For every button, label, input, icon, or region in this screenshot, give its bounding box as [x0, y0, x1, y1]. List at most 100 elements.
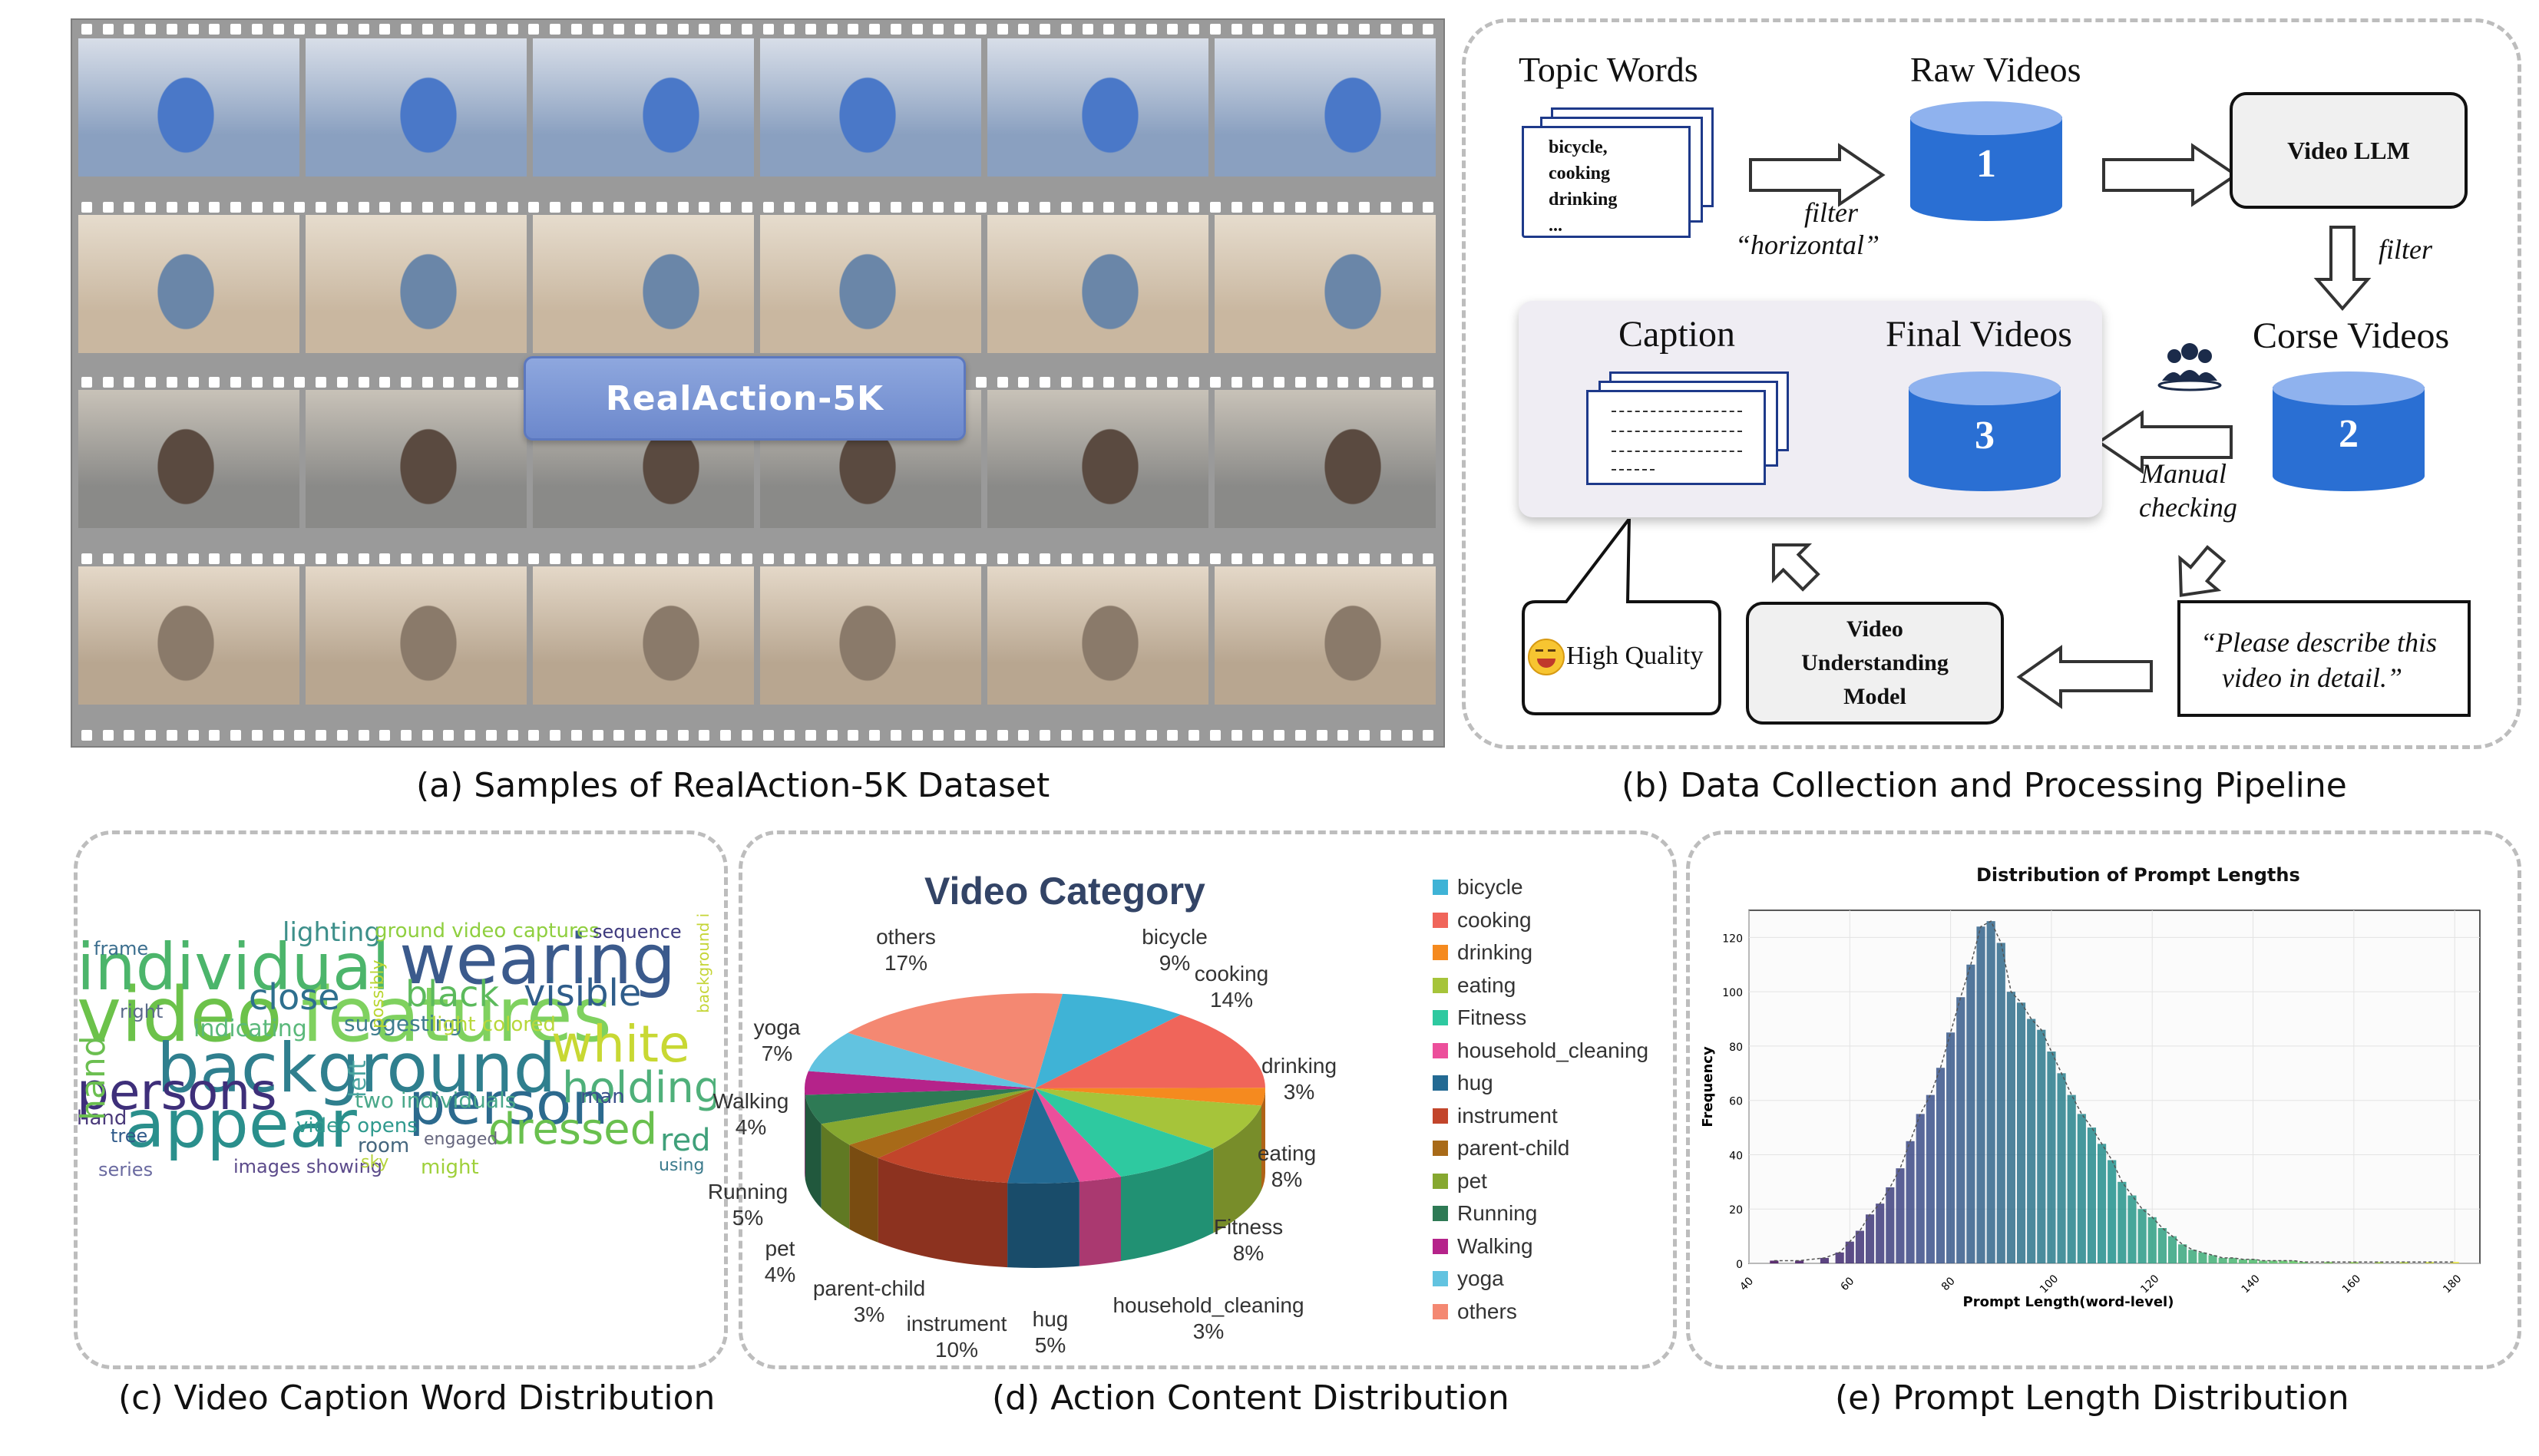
sprocket-hole: [1423, 553, 1434, 564]
sprocket-hole: [209, 553, 220, 564]
y-tick-label: 100: [1722, 987, 1743, 999]
sprocket-hole: [805, 24, 816, 35]
video-understanding-model-box: Video Understanding Model: [1746, 602, 2004, 725]
sprocket-hole: [1231, 202, 1242, 213]
histogram-panel: [1686, 830, 2521, 1369]
sprocket-hole: [273, 553, 284, 564]
sprocket-hole: [656, 553, 667, 564]
sprocket-hole: [1146, 553, 1157, 564]
sprocket-hole: [1209, 730, 1221, 741]
histogram-bar: [2238, 1259, 2248, 1263]
sprocket-hole: [1040, 202, 1051, 213]
sprocket-hole: [570, 202, 582, 213]
sprocket-hole: [124, 377, 135, 388]
sprocket-hole: [294, 730, 306, 741]
pie-label: cooking 14%: [1194, 962, 1269, 1012]
pie-slice: [1035, 1088, 1265, 1106]
sprocket-hole: [485, 202, 497, 213]
sprocket-hole: [273, 202, 284, 213]
legend-swatch: [1433, 1271, 1448, 1286]
legend-label: Walking: [1457, 1233, 1533, 1258]
db-cylinder-top: [1910, 101, 2062, 135]
sprocket-hole: [464, 202, 476, 213]
sprocket-hole: [933, 730, 944, 741]
histogram-chart: 0 20 40 60 80 100 120 40 60 80 100 120 140 160 180 Prom…: [1700, 910, 2481, 1310]
sprocket-hole: [1167, 377, 1179, 388]
sprocket-hole: [251, 730, 263, 741]
histogram-bar: [2178, 1244, 2187, 1263]
sprocket-hole: [124, 202, 135, 213]
histogram-bar: [1966, 964, 1975, 1263]
sprocket-hole: [187, 377, 199, 388]
x-tick-label: 100: [2038, 1273, 2061, 1296]
sprocket-hole: [1231, 730, 1242, 741]
cloud-word: video opens: [296, 1114, 418, 1137]
sprocket-hole: [1252, 202, 1264, 213]
sprocket-hole: [528, 24, 540, 35]
legend-item: bicycle: [1433, 875, 1523, 900]
sprocket-hole: [1103, 730, 1115, 741]
sprocket-hole: [187, 553, 199, 564]
sprocket-hole: [1189, 553, 1200, 564]
legend-swatch: [1433, 1075, 1448, 1091]
x-tick-label: 60: [1839, 1275, 1857, 1293]
sprocket-row: [72, 20, 1443, 38]
video-frame: [78, 390, 299, 528]
legend-swatch: [1433, 977, 1448, 993]
sprocket-hole: [294, 377, 306, 388]
sprocket-hole: [869, 24, 881, 35]
cloud-word: light colored: [431, 1013, 556, 1036]
histogram-bar: [1996, 943, 2005, 1263]
sprocket-hole: [890, 24, 901, 35]
sprocket-hole: [1060, 202, 1072, 213]
legend-swatch: [1433, 945, 1448, 960]
sprocket-hole: [699, 202, 710, 213]
sprocket-hole: [741, 202, 752, 213]
sprocket-hole: [316, 730, 327, 741]
pie-panel: [739, 830, 1677, 1369]
pie-slice-side: [849, 1144, 878, 1243]
sprocket-hole: [656, 202, 667, 213]
sprocket-hole: [401, 730, 412, 741]
histogram-bar: [1855, 1230, 1865, 1263]
arrow-down-icon: [2178, 545, 2227, 597]
sprocket-hole: [166, 377, 177, 388]
sprocket-hole: [1252, 553, 1264, 564]
sprocket-hole: [358, 202, 369, 213]
sprocket-hole: [1060, 24, 1072, 35]
histogram-bar: [1896, 1168, 1905, 1263]
sprocket-hole: [464, 553, 476, 564]
x-tick-label: 140: [2240, 1273, 2263, 1296]
sprocket-hole: [443, 202, 455, 213]
sprocket-hole: [81, 377, 92, 388]
sprocket-hole: [762, 730, 774, 741]
pie-slice-side: [1121, 1148, 1214, 1262]
sprocket-hole: [1380, 24, 1391, 35]
sprocket-hole: [379, 202, 391, 213]
pie-slice: [821, 1088, 1035, 1145]
video-frame: [533, 566, 754, 705]
sprocket-hole: [379, 24, 391, 35]
sprocket-hole: [1124, 730, 1136, 741]
sprocket-hole: [1124, 24, 1136, 35]
cloud-word: right: [120, 1001, 164, 1022]
sprocket-hole: [1189, 730, 1200, 741]
legend-item: yoga: [1433, 1266, 1504, 1291]
cloud-word: room: [358, 1134, 410, 1157]
pie-slice: [1035, 1088, 1261, 1149]
pie-slice-side: [1261, 1088, 1265, 1190]
cloud-word: video: [77, 972, 283, 1059]
sprocket-hole: [1082, 730, 1093, 741]
sprocket-hole: [741, 730, 752, 741]
histogram-bar: [2188, 1250, 2197, 1263]
sprocket-hole: [1167, 202, 1179, 213]
sprocket-hole: [485, 377, 497, 388]
sprocket-hole: [997, 24, 1008, 35]
sprocket-hole: [379, 377, 391, 388]
cloud-word: engaged: [424, 1130, 498, 1149]
sprocket-row: [72, 550, 1443, 568]
sprocket-hole: [997, 202, 1008, 213]
sprocket-hole: [422, 202, 433, 213]
y-tick-label: 120: [1722, 933, 1743, 945]
caption-b: (b) Data Collection and Processing Pipel…: [1622, 766, 2347, 805]
